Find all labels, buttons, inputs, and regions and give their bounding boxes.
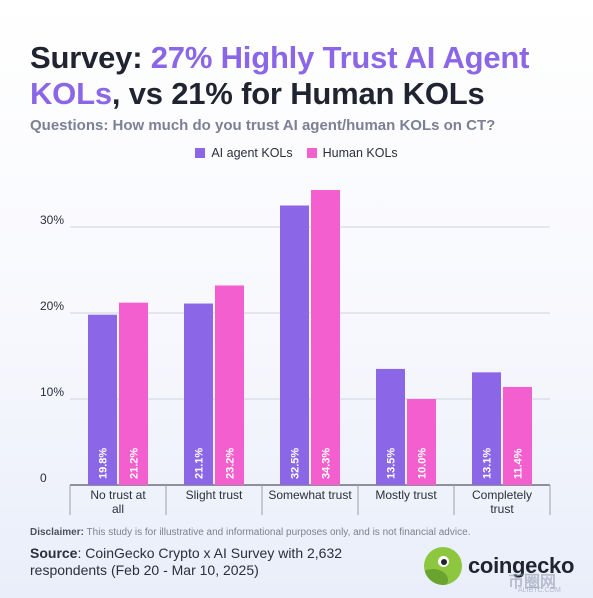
data-label: 32.5% xyxy=(290,448,302,479)
bar-ai-agent xyxy=(472,372,501,485)
legend-swatch-human xyxy=(306,148,317,158)
bar-ai-agent xyxy=(376,368,405,485)
y-tick-label: 20% xyxy=(40,299,64,313)
bar-human xyxy=(215,285,244,485)
title-part-1: Survey: xyxy=(30,40,151,75)
data-label: 11.4% xyxy=(513,448,525,479)
disclaimer-label: Disclaimer: xyxy=(30,527,84,538)
bar-human xyxy=(311,190,340,485)
data-label: 21.2% xyxy=(129,448,141,479)
y-tick-label: 10% xyxy=(40,385,64,399)
data-label: 13.1% xyxy=(482,448,494,479)
data-label: 34.3% xyxy=(321,448,333,479)
bar-human xyxy=(503,386,532,485)
gecko-icon xyxy=(424,547,462,585)
data-label: 19.8% xyxy=(98,448,110,479)
watermark-sub: ALIBTC.COM xyxy=(518,587,561,594)
y-tick-label: 30% xyxy=(40,213,64,227)
x-tick-label: all xyxy=(112,502,124,516)
disclaimer: Disclaimer: This study is for illustrati… xyxy=(30,527,470,538)
title-part-3: , vs 21% for Human KOLs xyxy=(111,76,485,111)
data-label: 23.2% xyxy=(225,448,237,479)
legend-item-human: Human KOLs xyxy=(306,146,398,160)
x-tick-label: Mostly trust xyxy=(375,488,437,502)
coingecko-logo: coingecko xyxy=(424,547,574,585)
data-label: 13.5% xyxy=(386,448,398,479)
disclaimer-text: This study is for illustrative and infor… xyxy=(83,527,471,538)
x-tick-label: No trust at xyxy=(90,488,146,502)
bar-human xyxy=(407,399,436,485)
x-tick-label: Completely xyxy=(472,488,532,502)
source-text: : CoinGecko Crypto x AI Survey with 2,63… xyxy=(30,545,343,578)
x-tick-label: Slight trust xyxy=(186,488,243,502)
title-part-2: 27% Highly Trust AI Agent KOLs xyxy=(30,40,530,111)
legend-swatch-ai xyxy=(195,148,206,158)
x-tick-label: Somewhat trust xyxy=(268,488,352,502)
bar-ai-agent xyxy=(280,205,309,485)
chart-title: Survey: 27% Highly Trust AI Agent KOLs, … xyxy=(30,40,590,112)
watermark: 币圈网 xyxy=(508,574,557,591)
bar-human xyxy=(119,302,148,485)
chart-subtitle: Questions: How much do you trust AI agen… xyxy=(30,117,496,134)
bar-ai-agent xyxy=(88,314,117,485)
legend-item-ai: AI agent KOLs xyxy=(195,146,293,160)
legend-label-ai: AI agent KOLs xyxy=(211,146,293,160)
source: Source: CoinGecko Crypto x AI Survey wit… xyxy=(30,545,390,579)
logo-text: coingecko xyxy=(468,553,575,578)
source-label: Source xyxy=(30,545,78,561)
data-label: 10.0% xyxy=(417,448,429,479)
legend-label-human: Human KOLs xyxy=(322,146,398,160)
bar-ai-agent xyxy=(184,303,213,485)
data-label: 21.1% xyxy=(194,448,206,479)
legend: AI agent KOLs Human KOLs xyxy=(0,146,593,160)
y-tick-label: 0 xyxy=(40,471,47,485)
x-tick-label: trust xyxy=(490,502,514,516)
